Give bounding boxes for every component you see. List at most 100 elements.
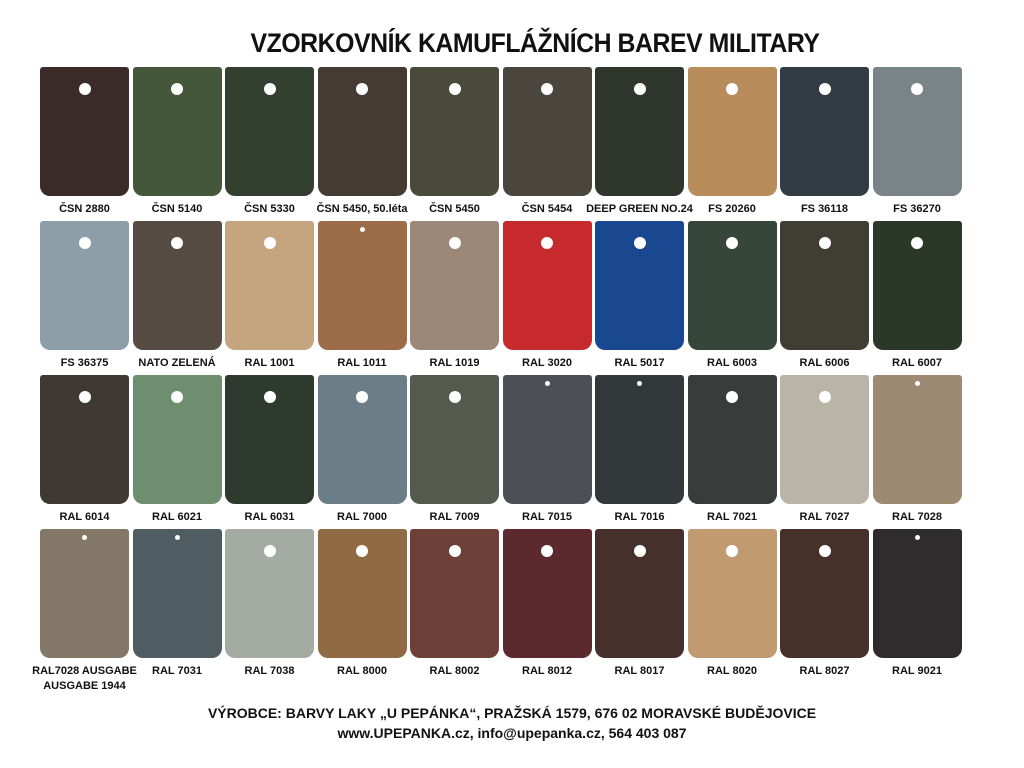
hang-hole-icon	[356, 391, 368, 403]
hang-hole-icon	[541, 237, 553, 249]
swatch-label: RAL 6006	[799, 357, 850, 369]
swatch-label: RAL 7021	[707, 511, 757, 523]
color-swatch	[502, 375, 592, 504]
hang-hole-icon	[448, 237, 461, 249]
color-swatch-item: RAL 1011	[317, 221, 410, 375]
hang-hole-icon	[818, 237, 831, 249]
swatch-label: RAL 7027	[799, 511, 850, 523]
swatch-label: RAL 7015	[522, 511, 572, 523]
swatch-label: ČSN 5450, 50.léta	[316, 203, 408, 215]
color-swatch	[687, 529, 777, 658]
swatch-label: RAL 1019	[429, 357, 480, 369]
hang-hole-icon	[78, 391, 91, 403]
color-swatch-item: NATO ZELENÁ	[132, 221, 225, 375]
color-swatch	[410, 375, 499, 504]
color-swatch-item: RAL 6003	[687, 221, 780, 375]
color-swatch-item: RAL 8002	[409, 529, 502, 683]
color-swatch-item: ČSN 5454	[502, 67, 595, 221]
swatch-label: RAL 8002	[429, 665, 480, 677]
hang-hole-icon	[726, 391, 738, 403]
hang-hole-icon	[541, 545, 553, 557]
hang-hole-icon	[263, 237, 276, 249]
swatch-label: ČSN 5454	[521, 203, 573, 215]
hang-hole-icon	[633, 545, 646, 557]
color-swatch	[780, 67, 869, 196]
color-swatch-item: RAL 6006	[779, 221, 872, 375]
color-swatch-item: RAL 8017	[594, 529, 687, 683]
color-swatch	[780, 221, 869, 350]
color-swatch-item: ČSN 5330	[224, 67, 317, 221]
color-swatch	[687, 67, 777, 196]
color-swatch	[872, 375, 962, 504]
color-swatch-item: RAL 7021	[687, 375, 780, 529]
swatch-label: NATO ZELENÁ	[138, 357, 216, 369]
hang-hole-icon	[356, 545, 368, 557]
color-swatch-item: ČSN 5450, 50.léta	[316, 67, 410, 221]
hang-hole-icon	[448, 391, 461, 403]
manufacturer-address: VÝROBCE: BARVY LAKY „U PEPÁNKA“, PRAŽSKÁ…	[207, 705, 817, 721]
color-swatch-item: RAL 7038	[224, 529, 317, 683]
swatch-label: RAL 7028	[892, 511, 942, 523]
hang-hole-icon	[633, 83, 646, 95]
color-swatch-item: RAL 1001	[224, 221, 317, 375]
hang-hole-icon	[818, 83, 831, 95]
color-swatch	[410, 529, 499, 658]
color-swatch	[40, 529, 129, 658]
color-swatch	[872, 529, 962, 658]
swatch-label: FS 20260	[708, 203, 756, 215]
swatch-label: RAL 1001	[244, 357, 295, 369]
color-swatch	[225, 221, 314, 350]
color-swatch	[225, 67, 314, 196]
swatch-grid: ČSN 2880 ČSN 5140 ČSN 5330 ČSN 5450, 50.lét…	[32, 67, 969, 692]
swatch-label: ČSN 5140	[151, 203, 203, 215]
contact-info: www.UPEPANKA.cz, info@upepanka.cz, 564 4…	[337, 725, 687, 741]
color-swatch-item: FS 20260	[687, 67, 780, 221]
swatch-label: RAL 7031	[152, 665, 202, 677]
color-swatch-item: RAL 7031	[132, 529, 225, 683]
color-swatch	[780, 375, 869, 504]
color-swatch-item: ČSN 5140	[132, 67, 225, 221]
swatch-row: ČSN 2880 ČSN 5140 ČSN 5330 ČSN 5450, 50.lét…	[39, 67, 969, 221]
swatch-label: RAL 8017	[614, 665, 665, 677]
hang-hole-icon	[171, 237, 183, 249]
color-swatch	[317, 529, 407, 658]
color-swatch	[595, 375, 684, 504]
color-swatch-item: ČSN 2880	[39, 67, 132, 221]
swatch-label: RAL 5017	[614, 357, 665, 369]
swatch-label: RAL 6031	[244, 511, 295, 523]
color-swatch-item: RAL 8012	[502, 529, 595, 683]
hang-hole-icon	[78, 83, 91, 95]
color-swatch	[225, 529, 314, 658]
swatch-label: RAL 1011	[337, 357, 387, 369]
page-title: VZORKOVNÍK KAMUFLÁŽNÍCH BAREV MILITARY	[250, 28, 820, 58]
hang-hole-icon	[914, 535, 920, 540]
swatch-label: RAL 7038	[244, 665, 295, 677]
color-swatch-item: RAL 7009	[409, 375, 502, 529]
hang-hole-icon	[914, 381, 920, 386]
color-swatch	[687, 221, 777, 350]
swatch-label: RAL 8000	[337, 665, 387, 677]
hang-hole-icon	[78, 237, 91, 249]
hang-hole-icon	[448, 83, 461, 95]
color-swatch	[317, 67, 407, 196]
hang-hole-icon	[818, 545, 831, 557]
color-swatch-item: RAL 8000	[317, 529, 410, 683]
hang-hole-icon	[633, 237, 646, 249]
swatch-label: ČSN 2880	[59, 203, 110, 215]
color-swatch-item: DEEP GREEN NO.24	[586, 67, 693, 221]
color-swatch-item: RAL7028 AUSGABE AUSGABE 1944	[32, 529, 137, 692]
color-swatch	[317, 375, 407, 504]
hang-hole-icon	[726, 545, 738, 557]
hang-hole-icon	[263, 83, 276, 95]
color-swatch	[502, 221, 592, 350]
swatch-row: RAL7028 AUSGABE AUSGABE 1944 RAL 7031 RAL …	[32, 529, 969, 692]
swatch-label: RAL7028 AUSGABE AUSGABE 1944	[32, 665, 137, 692]
hang-hole-icon	[544, 381, 550, 386]
color-swatch	[595, 67, 684, 196]
swatch-label: RAL 6003	[707, 357, 757, 369]
color-swatch-item: FS 36375	[39, 221, 132, 375]
color-swatch	[410, 67, 499, 196]
color-swatch-item: RAL 6021	[132, 375, 225, 529]
color-swatch-item: RAL 8020	[687, 529, 780, 683]
color-swatch-item: RAL 7028	[872, 375, 965, 529]
